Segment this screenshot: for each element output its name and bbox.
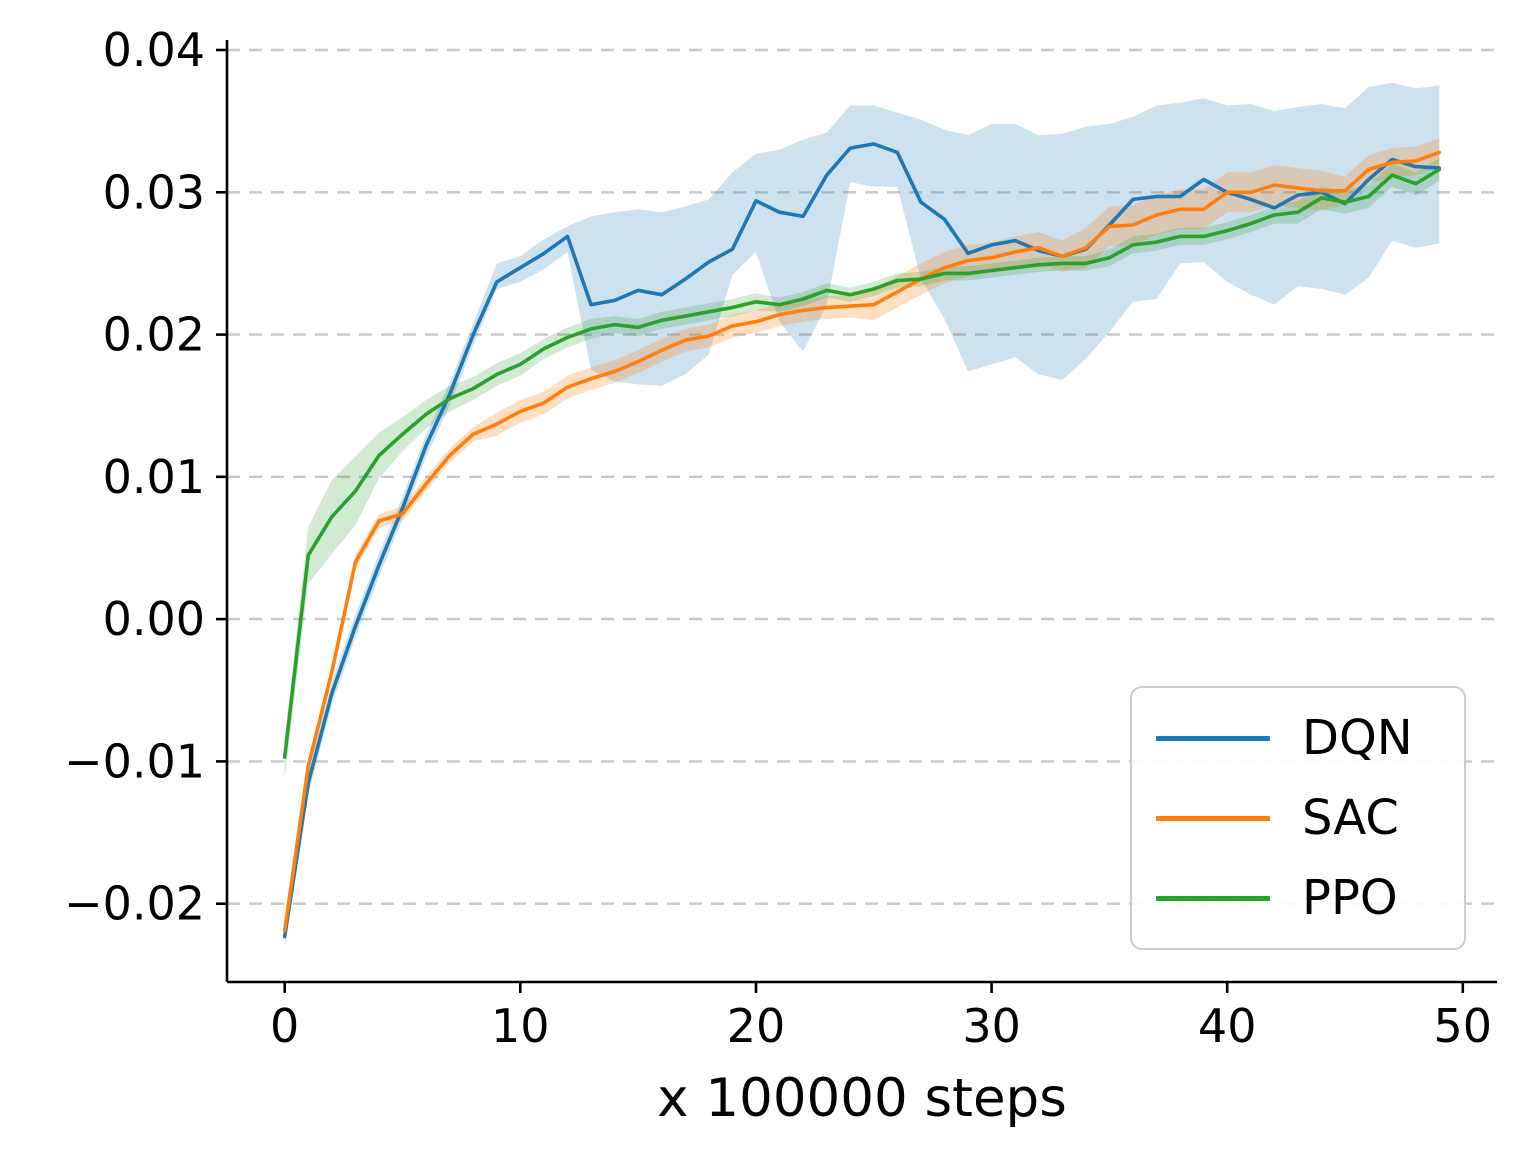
x-tick-label: 40 <box>1198 999 1257 1053</box>
legend-label-sac: SAC <box>1302 790 1399 846</box>
legend-item-sac: SAC <box>1156 794 1464 842</box>
legend-line-sample-ppo <box>1156 895 1270 901</box>
legend-label-dqn: DQN <box>1302 710 1413 766</box>
sac-confidence-band <box>284 138 1440 938</box>
legend-line-sample-sac <box>1156 815 1270 821</box>
x-tick-label: 0 <box>270 999 299 1053</box>
y-tick-label: 0.03 <box>103 165 205 219</box>
x-tick-label: 20 <box>727 999 786 1053</box>
y-tick-label: −0.02 <box>64 877 205 931</box>
legend: DQN SAC PPO <box>1130 686 1466 950</box>
dqn-line <box>282 142 1442 939</box>
sac-line <box>282 150 1442 933</box>
x-tick-label: 10 <box>491 999 550 1053</box>
y-tick-label: 0.04 <box>103 23 205 77</box>
y-tick-label: 0.00 <box>103 592 205 646</box>
dqn-confidence-band <box>284 82 1440 948</box>
legend-label-ppo: PPO <box>1302 870 1398 926</box>
ppo-line <box>282 167 1442 759</box>
legend-item-dqn: DQN <box>1156 714 1464 762</box>
x-tick-label: 50 <box>1434 999 1493 1053</box>
y-tick-label: 0.02 <box>103 308 205 362</box>
legend-item-ppo: PPO <box>1156 874 1464 922</box>
x-tick-label: 30 <box>962 999 1021 1053</box>
y-tick-label: 0.01 <box>103 450 205 504</box>
y-tick-label: −0.01 <box>64 734 205 788</box>
legend-line-sample-dqn <box>1156 735 1270 741</box>
x-axis-label: x 100000 steps <box>657 1068 1067 1129</box>
